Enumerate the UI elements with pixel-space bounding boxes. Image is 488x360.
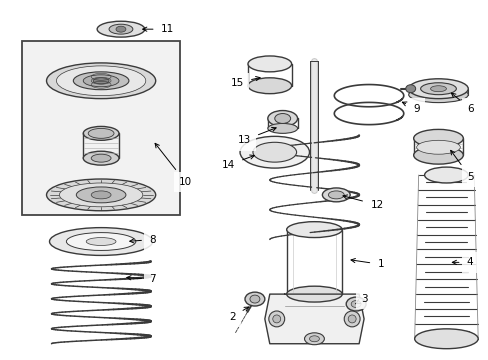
Ellipse shape [274,113,290,123]
Ellipse shape [88,129,114,138]
Ellipse shape [83,75,119,87]
Text: 12: 12 [342,195,383,210]
Ellipse shape [97,21,144,37]
Ellipse shape [76,187,126,203]
Ellipse shape [267,111,297,126]
Ellipse shape [83,151,119,165]
Ellipse shape [322,188,349,202]
Text: 6: 6 [450,93,472,113]
Ellipse shape [244,292,264,306]
Ellipse shape [73,72,129,90]
Ellipse shape [413,146,462,164]
Ellipse shape [252,142,296,162]
Ellipse shape [424,167,468,183]
Text: 14: 14 [221,155,254,170]
Ellipse shape [309,336,319,342]
Text: 9: 9 [402,102,419,113]
Text: 10: 10 [155,143,192,187]
Ellipse shape [49,228,152,255]
Ellipse shape [60,183,142,207]
Ellipse shape [247,78,291,94]
Ellipse shape [350,301,360,307]
Ellipse shape [405,85,415,93]
Ellipse shape [413,129,462,147]
Ellipse shape [116,26,126,32]
Ellipse shape [416,140,459,154]
Text: 4: 4 [451,257,472,267]
Ellipse shape [286,286,342,302]
Ellipse shape [408,87,468,103]
Ellipse shape [344,311,359,327]
Ellipse shape [91,191,111,199]
Ellipse shape [286,222,342,238]
Ellipse shape [91,154,111,162]
Ellipse shape [46,179,155,211]
Ellipse shape [268,311,284,327]
Ellipse shape [83,126,119,140]
Text: 7: 7 [126,274,156,284]
Ellipse shape [347,315,355,323]
Ellipse shape [109,24,133,34]
Ellipse shape [327,191,344,199]
Text: 8: 8 [129,234,156,244]
Ellipse shape [408,79,468,99]
Ellipse shape [249,295,259,303]
Bar [21,41,180,215]
Text: 3: 3 [355,294,366,304]
Ellipse shape [240,136,309,168]
Ellipse shape [46,63,155,99]
Ellipse shape [56,66,145,96]
Text: 1: 1 [350,258,384,269]
Text: 13: 13 [237,127,276,145]
Text: 15: 15 [230,77,260,88]
Ellipse shape [267,123,297,133]
Ellipse shape [66,233,136,251]
Ellipse shape [420,83,455,95]
Ellipse shape [272,315,280,323]
Text: 2: 2 [228,307,248,322]
Text: 11: 11 [142,24,174,34]
Ellipse shape [93,78,109,84]
Ellipse shape [429,86,446,92]
Ellipse shape [304,333,324,345]
Text: 5: 5 [450,150,472,182]
Ellipse shape [86,238,116,246]
Ellipse shape [247,56,291,72]
Ellipse shape [414,329,477,349]
Polygon shape [264,294,364,344]
Ellipse shape [346,297,366,311]
